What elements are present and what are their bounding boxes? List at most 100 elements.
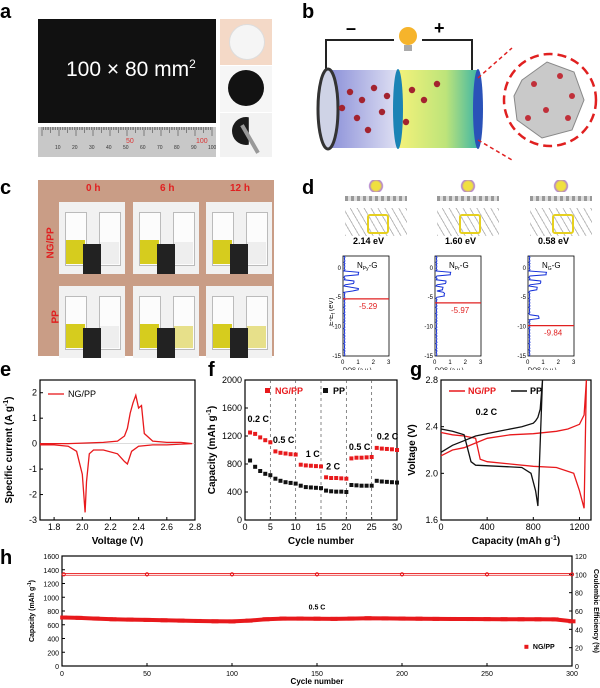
adsorption-top-view <box>530 208 592 236</box>
x-tick-label: 250 <box>481 671 493 678</box>
y-tick-label: 0 <box>32 439 37 449</box>
rate-point <box>258 435 263 440</box>
rate-point <box>379 446 384 451</box>
polysulfide-particle <box>378 108 386 116</box>
rate-point <box>374 445 379 450</box>
rate-point <box>253 431 258 436</box>
clamp <box>230 244 248 274</box>
dos-ytick: -15 <box>424 354 433 360</box>
li2s-cluster <box>367 180 385 192</box>
x-tick-label: 20 <box>341 522 351 532</box>
rate-point <box>329 489 334 494</box>
structure-name: NPy-G <box>357 261 378 272</box>
y-tick-label: 600 <box>47 623 59 630</box>
clamp <box>157 244 175 274</box>
polysulfide-particles <box>338 80 441 134</box>
dos-frame <box>527 255 575 357</box>
legend-label-ngpp: NG/PP <box>468 386 496 396</box>
y-tick-label: 800 <box>47 609 59 616</box>
rate-point <box>359 455 364 460</box>
rate-point <box>384 446 389 451</box>
y-tick-label: 400 <box>47 637 59 644</box>
dos-ytick: -5 <box>428 295 434 301</box>
dos-xtick: 1 <box>356 360 360 366</box>
legend-label-pp: PP <box>530 386 542 396</box>
dos-frame <box>342 255 390 357</box>
cv-curve <box>40 392 193 513</box>
dos-ytick: -10 <box>332 325 341 331</box>
rate-point <box>324 475 329 480</box>
rate-point <box>319 464 323 469</box>
polysulfide-particle <box>370 84 378 92</box>
ce-point <box>569 572 575 577</box>
vial-photo <box>59 202 125 274</box>
ruler-number: 90 <box>191 145 197 151</box>
dos-plot: -5.29 NPy-G 0 1 2 3 DOS (a.u.) 0 -5 -10 -15 E-Ef (e… <box>329 255 391 370</box>
capacity-point <box>568 619 576 624</box>
x-tick-label: 0 <box>60 671 64 678</box>
li2s-cluster <box>552 180 570 192</box>
x-tick-label: 300 <box>566 671 578 678</box>
rate-point <box>263 438 268 443</box>
y-tick-label: 1.6 <box>425 515 438 525</box>
polysulfide-particle <box>338 104 346 112</box>
rate-point <box>364 455 369 460</box>
dos-ytick: 0 <box>523 266 527 272</box>
dos-ytick: 0 <box>338 266 342 272</box>
folded-disc <box>232 117 249 145</box>
rate-point <box>369 483 374 488</box>
y-tick-label: 1200 <box>222 431 242 441</box>
x-tick-label: 1.8 <box>48 522 61 532</box>
dos-plot: -5.97 NPr-G 0 1 2 3 DOS (a.u.) 0 -5 -10 -15 <box>424 255 483 370</box>
dos-frame <box>434 255 482 357</box>
blank-solution <box>100 326 119 348</box>
structure-name: NPr-G <box>449 261 469 272</box>
y2-axis-label: Coulombic Efficiency (%) <box>592 569 599 653</box>
dos-xtick: 3 <box>387 360 391 366</box>
sulfur-ring <box>367 214 389 234</box>
rate-point <box>303 463 308 468</box>
anode-disc <box>316 67 340 151</box>
rate-point <box>354 455 359 460</box>
y-axis-label: Capacity (mAh g-1) <box>206 406 218 494</box>
rate-label: 0.5 C <box>349 442 371 452</box>
voltage-curve <box>440 379 544 507</box>
legend-label-ngpp: NG/PP <box>275 386 303 396</box>
ce-point <box>314 572 320 577</box>
legend-label: NG/PP <box>68 389 96 399</box>
vial-photo <box>133 202 199 274</box>
dos-xtick: 2 <box>557 360 561 366</box>
rate-point <box>349 456 354 461</box>
rate-label: 0.2 C <box>377 432 399 442</box>
legend-swatch-ngpp <box>265 388 270 393</box>
x-tick-label: 2.4 <box>132 522 145 532</box>
dos-xtick: 3 <box>479 360 483 366</box>
band-center-value: -5.29 <box>359 302 378 311</box>
y-tick-label: 0 <box>55 664 59 671</box>
dos-xlabel: DOS (a.u.) <box>435 368 464 370</box>
li2s-cluster <box>459 180 477 192</box>
cathode-disc <box>473 69 483 149</box>
x-tick-label: 2.8 <box>189 522 202 532</box>
rate-point <box>263 471 268 476</box>
blank-solution <box>100 242 119 264</box>
x-tick-label: 400 <box>480 522 495 532</box>
x-axis-label: Cycle number <box>288 536 354 547</box>
y-tick-label: 400 <box>227 487 242 497</box>
row-label-ngpp: NG/PP <box>45 227 57 259</box>
ruler-number: 70 <box>157 145 163 151</box>
folded-separator-photo <box>220 113 272 157</box>
polysulfide-particle <box>408 86 416 94</box>
y2-tick-label: 80 <box>575 591 583 598</box>
dos-curve <box>527 255 548 357</box>
dos-xtick: 1 <box>541 360 545 366</box>
x-tick-label: 0 <box>438 522 443 532</box>
ruler-mark-50: 50 <box>126 138 134 145</box>
ruler-photo: 10 20 30 40 50 60 70 80 90 100 50 100 <box>38 127 217 157</box>
y-tick-label: 0 <box>237 515 242 525</box>
legend-label-pp: PP <box>333 386 345 396</box>
graphene-edge <box>437 196 499 201</box>
adsorption-side-view <box>437 178 499 206</box>
x-axis-label: Capacity (mAh g-1) <box>472 535 560 547</box>
ruler-ticks: 10 20 30 40 50 60 70 80 90 100 50 100 <box>41 127 217 151</box>
